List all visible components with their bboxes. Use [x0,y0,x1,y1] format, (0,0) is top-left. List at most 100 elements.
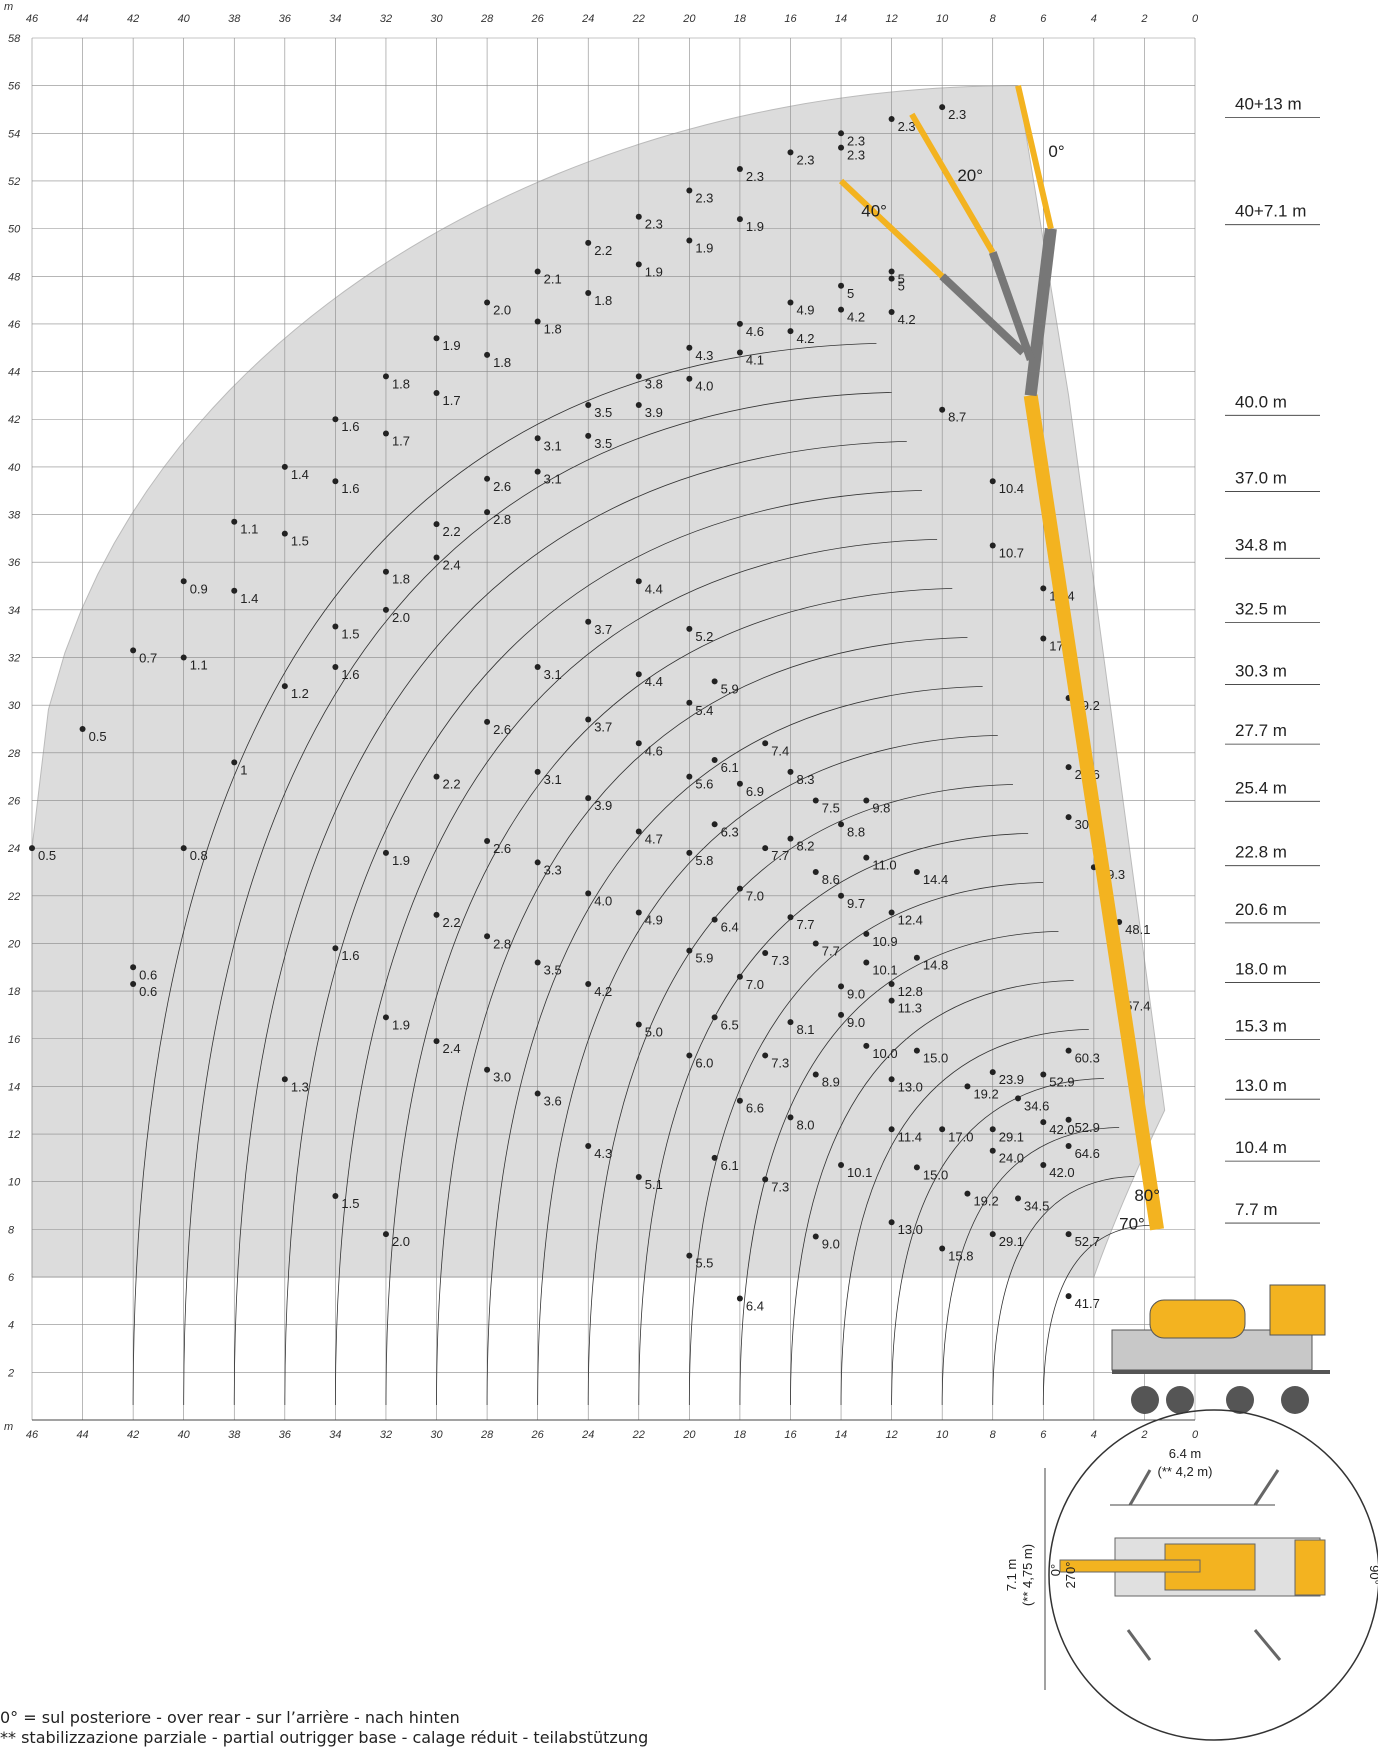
load-value-label: 3.8 [645,376,663,391]
load-value-label: 0.7 [139,650,157,665]
load-value-label: 2.0 [392,1234,410,1249]
load-value-label: 5.9 [695,951,713,966]
load-point [787,299,794,306]
load-point [585,1142,592,1149]
x-tick-label: 46 [26,1429,39,1441]
load-value-label: 1.8 [392,376,410,391]
load-value-label: 1.9 [392,853,410,868]
x-tick-label: 20 [682,1429,696,1441]
load-point [964,1083,971,1090]
load-value-label: 8.9 [822,1075,840,1090]
load-value-label: 1.2 [291,686,309,701]
load-point [762,845,769,852]
boom-length-label: 40+7.1 m [1235,202,1306,221]
load-value-label: 14.8 [923,958,948,973]
load-point [939,406,946,413]
y-tick-label: 2 [7,1367,14,1379]
lattice-40 [939,273,1026,356]
y-tick-label: 40 [8,462,21,474]
load-point [686,237,693,244]
load-point [838,1011,845,1018]
boom-length-label: 30.3 m [1235,662,1287,681]
load-value-label: 1.4 [240,591,258,606]
load-point [180,578,187,585]
load-point [989,478,996,485]
load-point [711,1154,718,1161]
load-point [433,521,440,528]
load-value-label: 2.3 [898,119,916,134]
radius-arc [385,587,953,1406]
load-point [534,664,541,671]
x-tick-label: 6 [1040,1429,1047,1441]
radius-arc [688,881,1044,1406]
load-value-label: 2.0 [392,610,410,625]
load-value-label: 4.1 [746,353,764,368]
jib-extension-20 [909,112,996,254]
load-value-label: 9.0 [822,1237,840,1252]
x-tick-label: 12 [885,13,897,25]
boom-length-label: 15.3 m [1235,1017,1287,1036]
load-value-label: 3.1 [544,472,562,487]
load-point [382,606,389,613]
load-value-label: 0.9 [190,581,208,596]
load-point [433,335,440,342]
load-point [863,930,870,937]
x-tick-label: 30 [430,1429,443,1441]
load-value-label: 3.7 [594,622,612,637]
load-value-label: 60.3 [1075,1051,1100,1066]
load-value-label: 2.6 [493,841,511,856]
load-value-label: 3.7 [594,719,612,734]
load-value-label: 2.2 [443,915,461,930]
load-value-label: 4.7 [645,831,663,846]
x-tick-label: 8 [990,1429,997,1441]
radius-arc [183,391,892,1406]
load-point [1040,1071,1047,1078]
load-value-label: 1.9 [443,338,461,353]
load-value-label: 34.5 [1024,1198,1049,1213]
load-value-label: 8.2 [796,839,814,854]
load-point [534,859,541,866]
load-value-label: 6.1 [721,1158,739,1173]
radius-arc [587,783,1013,1406]
y-tick-label: 24 [7,843,20,855]
load-point [686,849,693,856]
load-point [838,983,845,990]
load-value-label: 5.9 [721,681,739,696]
x-tick-label: 44 [76,13,88,25]
load-value-label: 10.9 [872,934,897,949]
load-value-label: 6.4 [721,920,739,935]
boom-length-label: 18.0 m [1235,959,1287,978]
load-point [1065,764,1072,771]
y-tick-label: 34 [8,605,20,617]
load-point [585,716,592,723]
load-point [1065,1142,1072,1149]
load-value-label: 6.0 [695,1055,713,1070]
y-axis-left: 5856545250484644424038363432302826242220… [4,1,21,1433]
load-value-label: 13.0 [898,1222,923,1237]
load-point [635,401,642,408]
outrigger-angle-0: 0° [1048,1564,1063,1576]
load-point [686,625,693,632]
load-point [787,835,794,842]
load-point [711,678,718,685]
y-tick-label: 12 [8,1129,20,1141]
load-point [888,309,895,316]
note-partial-outrigger: ** stabilizzazione parziale - partial ou… [0,1728,649,1747]
load-point [686,773,693,780]
x-tick-label: 42 [127,1429,139,1441]
x-tick-label: 32 [380,1429,392,1441]
load-value-label: 4.2 [796,331,814,346]
load-point [534,318,541,325]
load-point [812,940,819,947]
load-value-label: 4.2 [847,310,865,325]
boom-length-label: 20.6 m [1235,900,1287,919]
load-value-label: 15.0 [923,1051,948,1066]
load-value-label: 64.6 [1075,1146,1100,1161]
load-point [1065,1293,1072,1300]
load-value-label: 5.0 [645,1024,663,1039]
load-point [711,756,718,763]
load-points: 0.50.50.70.91.11.41.61.81.92.02.12.22.32… [29,104,1150,1313]
angle-label-70: 70° [1119,1214,1145,1233]
angle-label-0: 0° [1048,142,1064,161]
load-value-label: 7.3 [771,1055,789,1070]
